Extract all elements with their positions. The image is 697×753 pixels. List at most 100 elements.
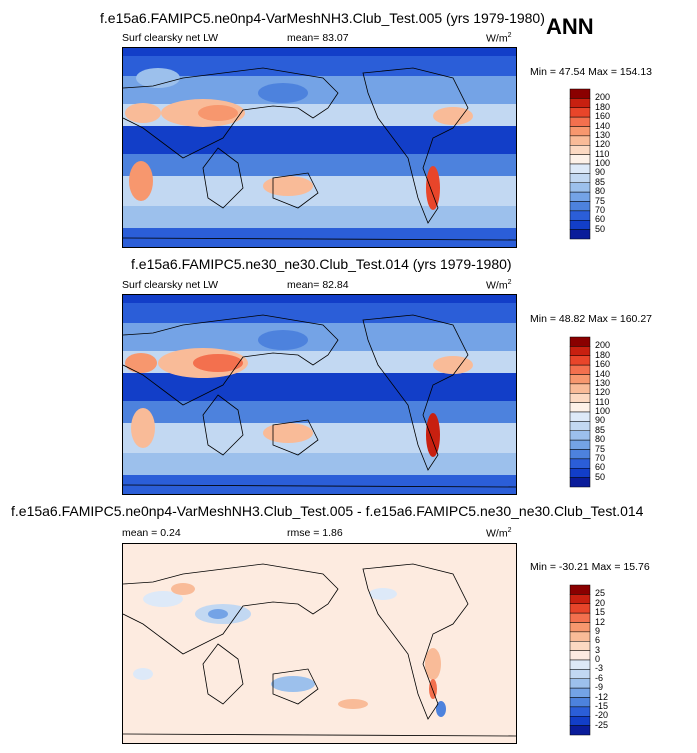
colorbar-label: 80: [595, 434, 606, 445]
panel-1-map-svg: [123, 48, 516, 247]
colorbar-box: [569, 650, 591, 661]
colorbar-box: [569, 383, 591, 394]
colorbar-label: 20: [595, 597, 606, 608]
colorbar-box: [569, 135, 591, 146]
colorbar-label: 180: [595, 101, 611, 112]
panel-1-title: f.e15a6.FAMIPC5.ne0np4-VarMeshNH3.Club_T…: [100, 10, 545, 26]
panel-2-units: W/m2: [486, 279, 512, 292]
colorbar-box: [569, 98, 591, 108]
colorbar-label: 90: [595, 167, 606, 178]
colorbar-box: [569, 374, 591, 385]
colorbar-label: 85: [595, 176, 606, 187]
panel-1-colorbar-boxes: [569, 88, 591, 240]
colorbar-box: [569, 154, 591, 165]
colorbar-label: 100: [595, 158, 611, 168]
colorbar-label: -15: [595, 700, 609, 711]
colorbar-box: [569, 191, 591, 202]
colorbar-box: [569, 393, 591, 403]
panel-3-map: [122, 543, 517, 744]
colorbar-box: [569, 631, 591, 642]
colorbar-box: [569, 210, 591, 221]
colorbar-label: 50: [595, 471, 606, 482]
colorbar-box: [569, 402, 591, 413]
panel-2-map: [122, 294, 517, 495]
colorbar-box: [569, 126, 591, 137]
colorbar-label: 160: [595, 359, 611, 370]
colorbar-box: [569, 641, 591, 651]
colorbar-box: [569, 659, 591, 670]
panel-3-minmax: Min = -30.21 Max = 15.76: [530, 561, 650, 573]
colorbar-box: [569, 687, 591, 698]
colorbar-label: 3: [595, 644, 601, 655]
colorbar-label: 200: [595, 340, 611, 351]
panel-2-colorbar: [569, 336, 591, 493]
panel-2-map-svg: [123, 295, 516, 494]
colorbar-label: 60: [595, 214, 606, 225]
colorbar-box: [569, 612, 591, 623]
colorbar-box: [569, 716, 591, 726]
colorbar-box: [569, 88, 591, 99]
colorbar-label: 15: [595, 607, 606, 618]
colorbar-box: [569, 229, 591, 240]
colorbar-label: 50: [595, 223, 606, 234]
colorbar-label: 80: [595, 186, 606, 197]
colorbar-box: [569, 346, 591, 356]
colorbar-box: [569, 594, 591, 604]
colorbar-label: 0: [595, 654, 601, 664]
colorbar-label: 75: [595, 443, 606, 454]
colorbar-box: [569, 355, 591, 366]
colorbar-box: [569, 364, 591, 375]
colorbar-label: 180: [595, 349, 611, 360]
panel-2-minmax: Min = 48.82 Max = 160.27: [530, 313, 652, 325]
colorbar-box: [569, 678, 591, 689]
colorbar-label: 85: [595, 424, 606, 435]
colorbar-label: 75: [595, 195, 606, 206]
colorbar-box: [569, 584, 591, 595]
colorbar-label: -12: [595, 691, 609, 702]
colorbar-box: [569, 449, 591, 460]
colorbar-label: -20: [595, 710, 609, 721]
colorbar-box: [569, 706, 591, 717]
panel-3-rmse: rmse = 1.86: [287, 527, 343, 539]
colorbar-label: 140: [595, 368, 611, 379]
colorbar-label: 70: [595, 204, 606, 215]
colorbar-label: 90: [595, 415, 606, 426]
colorbar-label: -9: [595, 682, 604, 693]
colorbar-label: 140: [595, 120, 611, 131]
season-label: ANN: [546, 14, 594, 39]
colorbar-box: [569, 622, 591, 633]
colorbar-box: [569, 201, 591, 212]
colorbar-box: [569, 145, 591, 155]
panel-2-title: f.e15a6.FAMIPC5.ne30_ne30.Club_Test.014 …: [131, 256, 512, 272]
colorbar-label: 110: [595, 396, 610, 407]
colorbar-label: 9: [595, 625, 601, 636]
colorbar-label: 6: [595, 635, 601, 646]
colorbar-box: [569, 430, 591, 441]
panel-3-mean: mean = 0.24: [122, 527, 181, 539]
colorbar-label: 60: [595, 462, 606, 473]
panel-2-mean: mean= 82.84: [287, 279, 349, 291]
colorbar-label: 100: [595, 406, 611, 416]
panel-3-title: f.e15a6.FAMIPC5.ne0np4-VarMeshNH3.Club_T…: [11, 503, 644, 519]
colorbar-label: 12: [595, 616, 606, 627]
panel-1-colorbar: [569, 88, 591, 245]
panel-1-mean: mean= 83.07: [287, 32, 349, 44]
colorbar-box: [569, 107, 591, 118]
colorbar-box: [569, 697, 591, 708]
colorbar-box: [569, 725, 591, 736]
colorbar-label: 130: [595, 129, 611, 140]
colorbar-box: [569, 669, 591, 679]
panel-3-colorbar: [569, 584, 591, 741]
colorbar-label: -25: [595, 719, 609, 730]
colorbar-box: [569, 173, 591, 183]
panel-2-variable-label: Surf clearsky net LW: [122, 279, 219, 291]
panel-1-minmax: Min = 47.54 Max = 154.13: [530, 66, 652, 78]
colorbar-label: -3: [595, 663, 604, 674]
panel-3-map-svg: [123, 544, 516, 743]
panel-3-units: W/m2: [486, 527, 512, 540]
colorbar-box: [569, 182, 591, 193]
colorbar-label: 120: [595, 139, 611, 150]
colorbar-box: [569, 220, 591, 230]
colorbar-box: [569, 411, 591, 422]
colorbar-box: [569, 603, 591, 614]
